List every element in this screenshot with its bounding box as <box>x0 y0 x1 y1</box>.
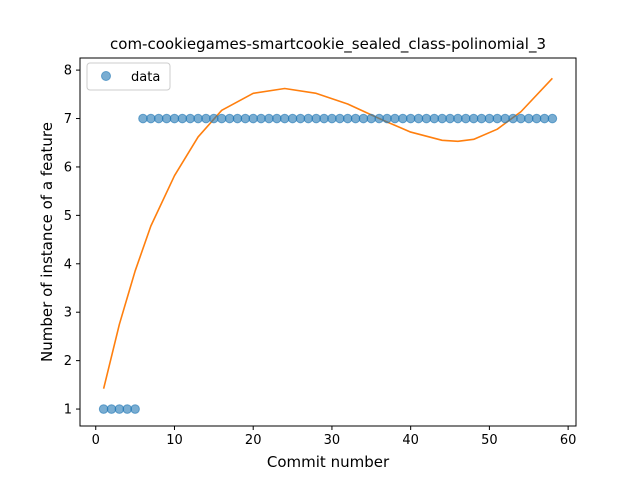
data-point <box>367 114 376 123</box>
y-tick-label: 4 <box>64 257 72 272</box>
data-point <box>517 114 526 123</box>
data-point <box>469 114 478 123</box>
data-point <box>225 114 234 123</box>
data-point <box>131 405 140 414</box>
data-point <box>186 114 195 123</box>
data-point <box>241 114 250 123</box>
x-tick-label: 60 <box>560 433 577 448</box>
y-axis: 1 2 3 4 5 6 7 8 <box>64 64 80 418</box>
data-point <box>493 114 502 123</box>
data-point <box>304 114 313 123</box>
data-point <box>210 114 219 123</box>
data-point <box>115 405 124 414</box>
data-point <box>202 114 211 123</box>
data-point <box>548 114 557 123</box>
x-tick-label: 20 <box>245 433 262 448</box>
data-point <box>446 114 455 123</box>
data-point <box>320 114 329 123</box>
plot-area <box>80 58 576 426</box>
legend-marker-data <box>102 72 111 81</box>
data-point <box>273 114 282 123</box>
data-point <box>438 114 447 123</box>
y-tick-label: 2 <box>64 354 72 369</box>
data-point <box>509 114 518 123</box>
data-point <box>139 114 148 123</box>
data-point <box>257 114 266 123</box>
data-point <box>178 114 187 123</box>
data-point <box>351 114 360 123</box>
data-point <box>461 114 470 123</box>
data-point <box>288 114 297 123</box>
legend-label-data: data <box>131 70 160 85</box>
data-point <box>162 114 171 123</box>
data-point <box>501 114 510 123</box>
data-point <box>398 114 407 123</box>
plot-frame <box>80 58 576 426</box>
data-point <box>296 114 305 123</box>
x-tick-label: 30 <box>324 433 341 448</box>
y-tick-label: 8 <box>64 64 72 79</box>
y-tick-label: 3 <box>64 306 72 321</box>
data-point <box>328 114 337 123</box>
x-axis: 0 10 20 30 40 50 60 <box>92 426 577 448</box>
data-point <box>430 114 439 123</box>
data-point <box>414 114 423 123</box>
data-point <box>233 114 242 123</box>
data-point <box>99 405 108 414</box>
data-point <box>312 114 321 123</box>
data-point <box>406 114 415 123</box>
x-tick-label: 50 <box>481 433 498 448</box>
data-point <box>107 405 116 414</box>
data-point <box>170 114 179 123</box>
data-point <box>477 114 486 123</box>
data-point <box>280 114 289 123</box>
data-point <box>265 114 274 123</box>
y-tick-label: 6 <box>64 160 72 175</box>
data-point <box>359 114 368 123</box>
y-tick-label: 1 <box>64 403 72 418</box>
y-axis-label: Number of instance of a feature <box>38 122 56 362</box>
data-point <box>123 405 132 414</box>
x-axis-label: Commit number <box>267 453 390 471</box>
data-point <box>485 114 494 123</box>
x-tick-label: 40 <box>402 433 419 448</box>
data-point <box>194 114 203 123</box>
data-point <box>154 114 163 123</box>
data-point <box>375 114 384 123</box>
y-tick-label: 5 <box>64 209 72 224</box>
chart-title: com-cookiegames-smartcookie_sealed_class… <box>110 35 546 54</box>
data-point <box>217 114 226 123</box>
data-point <box>422 114 431 123</box>
data-point <box>343 114 352 123</box>
data-point <box>532 114 541 123</box>
x-tick-label: 10 <box>166 433 183 448</box>
data-point <box>391 114 400 123</box>
y-tick-label: 7 <box>64 112 72 127</box>
data-point <box>524 114 533 123</box>
x-tick-label: 0 <box>92 433 100 448</box>
legend: data <box>87 63 170 90</box>
data-point <box>147 114 156 123</box>
fit-curve <box>104 78 553 388</box>
data-point <box>383 114 392 123</box>
data-point <box>454 114 463 123</box>
data-point <box>249 114 258 123</box>
data-point <box>336 114 345 123</box>
data-point <box>540 114 549 123</box>
